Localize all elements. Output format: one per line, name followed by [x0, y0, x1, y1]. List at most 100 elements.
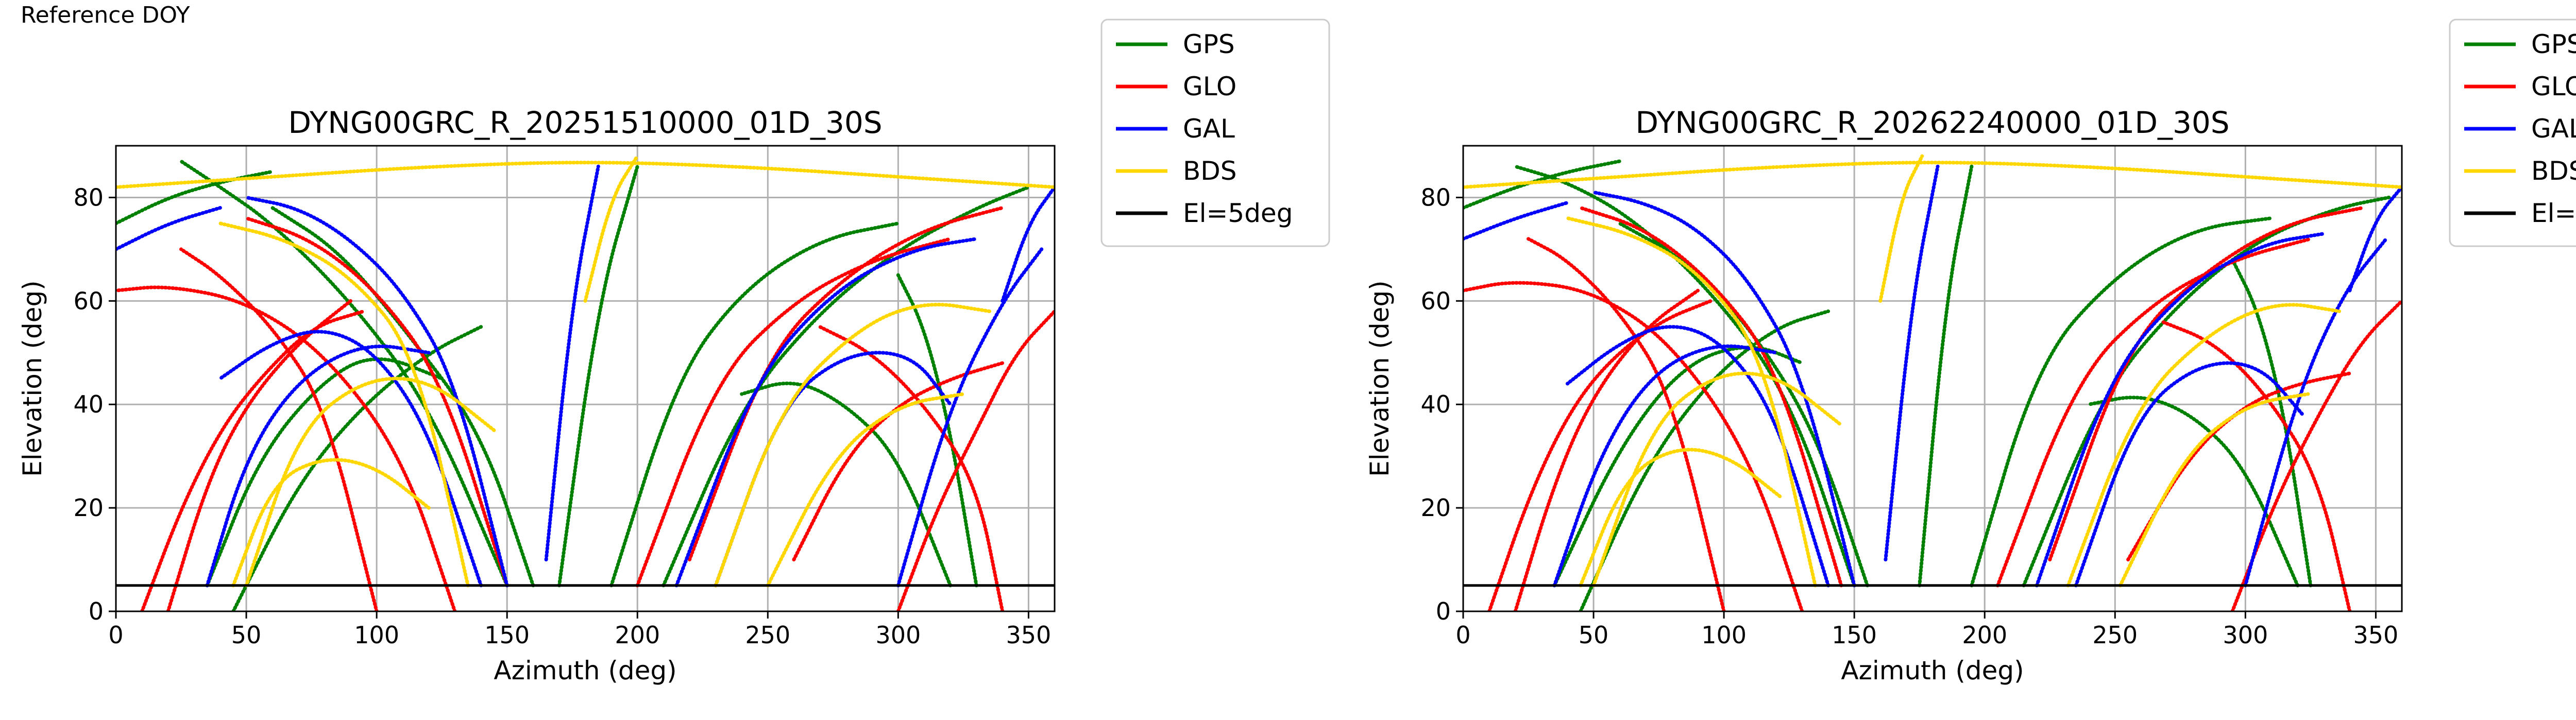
- pass-gps-7: [2230, 258, 2313, 588]
- pass-gps-6: [2087, 396, 2300, 588]
- legend-left: GPS GLO GAL BDS El=5deg: [1100, 19, 1330, 247]
- legend-label: GAL: [1183, 114, 1235, 144]
- x-tick-label: 200: [615, 621, 660, 649]
- pass-gal-4: [2074, 361, 2305, 588]
- pass-gps-5: [609, 221, 900, 588]
- pass-gps-1: [270, 206, 535, 588]
- y-tick-label: 60: [73, 287, 104, 315]
- pass-gps-9: [557, 164, 639, 588]
- pass-gps-0: [1513, 164, 1856, 588]
- series-glo: [116, 206, 1055, 611]
- x-tick-label: 250: [745, 621, 790, 649]
- pass-bds-4: [2118, 392, 2310, 588]
- pass-gps-0: [179, 159, 509, 588]
- pass-bds-6: [583, 154, 639, 303]
- pass-bds-5: [116, 161, 1055, 189]
- series-bds: [116, 154, 1055, 588]
- x-tick-label: 300: [875, 621, 921, 649]
- pass-gal-8: [1463, 201, 1569, 241]
- plot-data: [1463, 154, 2402, 611]
- pass-glo-2: [1463, 281, 1804, 611]
- x-tick-label: 250: [2092, 621, 2138, 649]
- pass-bds-6: [1878, 154, 1924, 303]
- legend-label: GLO: [2531, 72, 2576, 101]
- plot-frame: [1462, 145, 2403, 612]
- legend-label: El=5deg: [1183, 198, 1293, 228]
- y-tick-label: 80: [73, 183, 104, 211]
- pass-bds-5: [1463, 161, 2402, 189]
- y-tick-label: 0: [89, 597, 104, 625]
- pass-glo-8: [2048, 206, 2365, 562]
- pass-gal-7: [2348, 185, 2402, 293]
- pass-gps-3: [205, 357, 444, 588]
- legend-box: [1100, 19, 1330, 247]
- pass-gal-7: [1001, 185, 1055, 303]
- pass-bds-2: [1565, 216, 1817, 588]
- pass-gal-2: [1591, 190, 1856, 588]
- pass-gal-0: [1565, 325, 1831, 588]
- pass-glo-9: [792, 361, 1005, 562]
- y-tick-label: 80: [1420, 183, 1451, 211]
- legend-box: [2449, 19, 2576, 247]
- pass-bds-3: [2066, 303, 2341, 588]
- y-axis-label: Elevation (deg): [18, 280, 47, 476]
- pass-gal-5: [2035, 232, 2326, 588]
- reference-doy-label: Reference DOY: [21, 2, 190, 28]
- y-tick-label: 60: [1420, 287, 1451, 315]
- x-tick-label: 100: [354, 621, 399, 649]
- x-tick-label: 300: [2223, 621, 2268, 649]
- pass-gal-5: [674, 237, 978, 588]
- pass-glo-6: [2160, 320, 2352, 611]
- y-tick-label: 20: [1420, 494, 1451, 522]
- legend-label: BDS: [2531, 156, 2576, 186]
- pass-gal-2: [244, 195, 509, 588]
- pass-glo-1: [1513, 288, 1700, 611]
- x-tick-label: 350: [2353, 621, 2398, 649]
- pass-gal-6: [896, 247, 1044, 588]
- pass-glo-3: [1527, 237, 1726, 611]
- pass-gal-1: [205, 345, 431, 588]
- pass-gal-0: [218, 330, 483, 588]
- y-tick-label: 40: [73, 390, 104, 418]
- legend-label: GAL: [2531, 114, 2576, 144]
- x-tick-label: 200: [1962, 621, 2007, 649]
- pass-bds-4: [766, 392, 965, 588]
- x-tick-label: 150: [484, 621, 530, 649]
- pass-glo-4: [244, 216, 509, 588]
- legend-label: GPS: [1183, 29, 1235, 59]
- x-tick-label: 0: [1455, 621, 1470, 649]
- pass-glo-6: [818, 325, 1005, 611]
- chart-title: DYNG00GRC_R_20251510000_01D_30S: [288, 105, 882, 140]
- pass-glo-2: [116, 285, 457, 611]
- legend-label: GLO: [1183, 72, 1236, 101]
- y-tick-label: 0: [1436, 597, 1451, 625]
- series-gal: [116, 164, 1055, 588]
- x-tick-label: 0: [108, 621, 123, 649]
- x-axis-label: Azimuth (deg): [494, 656, 676, 685]
- pass-gal-3: [1884, 164, 1940, 562]
- pass-gal-1: [1552, 344, 1778, 588]
- pass-glo-0: [140, 309, 366, 611]
- legend-right: GPS GLO GAL BDS El=5deg: [2449, 19, 2576, 247]
- x-axis-label: Azimuth (deg): [1841, 656, 2024, 685]
- plot-frame: [115, 145, 1056, 612]
- pass-gal-6: [2243, 237, 2388, 588]
- pass-glo-5: [896, 309, 1055, 611]
- pass-gps-7: [896, 273, 978, 588]
- pass-bds-2: [218, 221, 470, 588]
- pass-gps-9: [1918, 164, 1974, 588]
- plot-area: [116, 146, 1055, 611]
- pass-glo-8: [687, 206, 1005, 562]
- legend-label: El=5deg: [2531, 198, 2576, 228]
- pass-gps-3: [1552, 346, 1804, 588]
- x-tick-label: 50: [1579, 621, 1609, 649]
- chart-panel-right: 0 50 100 150 200 250 300 350 0 20 40 60 80 DYNG00GRC_…: [1365, 105, 2403, 685]
- series-gal: [1463, 164, 2402, 588]
- legend-label: GPS: [2531, 29, 2576, 59]
- pass-bds-0: [1579, 448, 1783, 588]
- legend-label: BDS: [1183, 156, 1237, 186]
- y-tick-label: 40: [1420, 390, 1451, 418]
- chart-title: DYNG00GRC_R_20262240000_01D_30S: [1635, 105, 2229, 140]
- pass-glo-3: [179, 247, 379, 611]
